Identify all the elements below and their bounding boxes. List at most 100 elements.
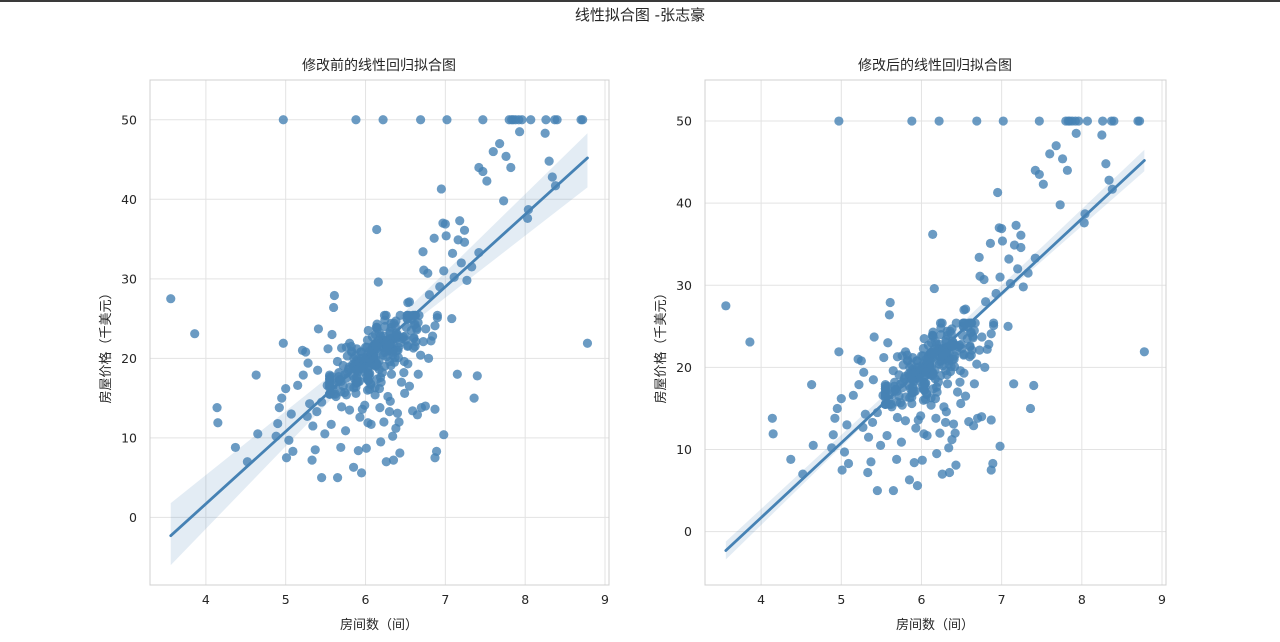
data-point-before-51 [395, 448, 405, 458]
data-point-before-379 [382, 341, 392, 352]
data-point-after-49 [944, 467, 955, 478]
data-point-before-40 [356, 468, 367, 478]
data-point-after-387 [928, 371, 938, 381]
data-point-before-28 [320, 429, 330, 439]
data-point-after-126 [969, 379, 979, 389]
data-point-after-32 [885, 297, 895, 308]
x-tick-label-before-5: 9 [601, 592, 609, 607]
data-point-after-28 [875, 440, 886, 451]
data-point-after-359 [890, 377, 900, 387]
ylabel-after: 房屋价格（千美元） [653, 286, 669, 403]
data-point-before-388 [374, 328, 385, 338]
chart-panel-after: 修改后的线性回归拟合图 房间数（间） 房屋价格（千美元） 4 5 6 7 8 9 0 10 20… [653, 57, 1167, 633]
data-point-before-10 [274, 403, 284, 413]
data-point-after-115 [984, 339, 994, 350]
data-point-after-24 [866, 457, 876, 467]
data-point-after-383 [942, 370, 952, 380]
data-point-after-152 [863, 432, 874, 442]
data-point-before-17 [286, 409, 296, 419]
data-point-before-53 [404, 297, 415, 307]
data-point-before-128 [392, 408, 403, 418]
x-tick-label-before-4: 8 [521, 592, 529, 607]
data-point-after-132 [939, 402, 949, 412]
data-point-before-371 [325, 370, 335, 380]
data-point-before-95 [478, 166, 488, 177]
data-point-before-27 [317, 473, 327, 483]
data-point-before-31 [329, 302, 339, 313]
data-point-after-0 [721, 301, 731, 311]
data-point-before-148 [326, 419, 336, 429]
data-point-after-84 [1082, 116, 1093, 126]
data-point-after-341 [928, 327, 938, 337]
data-point-before-75 [506, 162, 516, 173]
x-tick-label-after-1: 5 [837, 592, 845, 607]
data-point-before-80 [514, 127, 525, 137]
xlabel-before: 房间数（间） [340, 617, 418, 633]
data-point-before-119 [452, 369, 462, 379]
data-point-after-119 [1009, 379, 1019, 389]
regression-line-after [724, 159, 1146, 552]
data-point-before-94 [582, 338, 593, 348]
x-tick-label-after-4: 8 [1078, 592, 1086, 607]
ylabel-before: 房屋价格（千美元） [98, 286, 114, 403]
data-point-after-13 [836, 394, 846, 404]
data-point-after-94 [1139, 347, 1149, 357]
y-tick-label-after-5: 50 [676, 114, 692, 129]
data-point-before-359 [334, 368, 344, 378]
data-point-before-120 [416, 350, 426, 360]
data-point-before-339 [360, 342, 371, 352]
data-point-before-12 [278, 115, 288, 125]
data-point-before-48 [381, 457, 391, 467]
data-point-before-66 [472, 371, 482, 381]
data-point-after-134 [944, 443, 954, 453]
data-point-after-354 [962, 334, 972, 344]
data-point-before-26 [313, 324, 324, 334]
data-point-after-87 [1101, 159, 1111, 169]
data-point-before-220 [386, 369, 397, 379]
y-tick-label-before-4: 40 [121, 192, 137, 207]
data-point-after-18 [843, 458, 854, 469]
data-point-before-361 [413, 317, 423, 328]
data-point-before-362 [372, 374, 382, 384]
data-point-before-25 [313, 365, 323, 375]
data-point-before-85 [540, 128, 550, 138]
xlabel-after: 房间数（间） [896, 617, 974, 633]
data-point-before-142 [375, 403, 385, 413]
data-point-before-6 [251, 370, 261, 380]
data-point-before-98 [439, 266, 449, 276]
data-point-after-62 [998, 116, 1008, 126]
data-point-after-118 [980, 362, 990, 372]
data-point-after-127 [964, 416, 974, 427]
data-point-before-47 [378, 115, 388, 125]
y-tick-label-before-1: 10 [121, 430, 137, 445]
data-point-before-55 [416, 115, 426, 125]
data-point-before-34 [336, 442, 346, 453]
data-point-after-67 [1034, 116, 1044, 126]
data-point-after-113 [979, 274, 989, 285]
data-point-before-127 [408, 406, 418, 416]
data-point-after-11 [832, 403, 842, 414]
data-point-after-46 [932, 449, 942, 459]
data-point-before-341 [372, 319, 382, 329]
chart-panel-before: 修改前的线性回归拟合图 房间数（间） 房屋价格（千美元） 4 5 6 7 8 9 0 10 20… [98, 57, 610, 633]
data-point-after-385 [935, 318, 946, 328]
data-point-before-87 [544, 156, 554, 166]
data-point-after-120 [972, 359, 982, 369]
data-point-before-153 [303, 358, 313, 368]
y-tick-label-after-1: 10 [676, 442, 692, 457]
data-point-before-132 [383, 391, 393, 402]
data-point-after-55 [972, 116, 982, 126]
x-tick-label-before-0: 4 [202, 592, 210, 607]
y-tick-label-after-4: 40 [676, 196, 692, 211]
data-point-after-14 [834, 347, 844, 357]
data-point-before-125 [404, 381, 415, 391]
data-point-before-387 [372, 361, 382, 371]
data-point-before-389 [363, 375, 373, 385]
data-point-before-381 [393, 345, 403, 355]
data-point-before-300 [362, 335, 373, 345]
data-point-after-65 [1025, 403, 1036, 414]
data-point-before-37 [348, 462, 359, 472]
data-point-after-133 [950, 428, 960, 438]
figure-suptitle: 线性拟合图 -张志豪 [575, 6, 705, 24]
data-point-before-73 [501, 151, 511, 161]
